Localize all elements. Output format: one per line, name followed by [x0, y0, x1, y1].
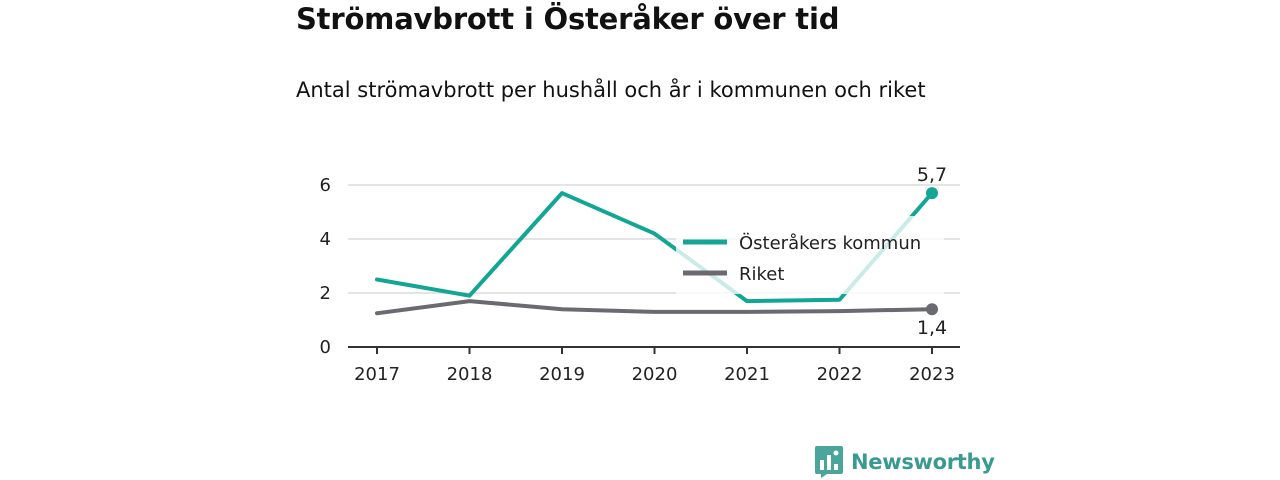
data-label: 5,7	[917, 164, 947, 186]
x-tick-label: 2022	[817, 364, 863, 385]
newsworthy-logo-icon	[815, 446, 843, 478]
x-tick-label: 2018	[447, 364, 493, 385]
data-label: 1,4	[917, 317, 947, 339]
x-tick-label: 2023	[909, 364, 955, 385]
legend-label: Riket	[739, 264, 784, 285]
legend-background	[676, 216, 944, 294]
chart-title: Strömavbrott i Österåker över tid	[296, 2, 840, 36]
y-tick-label: 0	[320, 337, 331, 358]
x-tick-label: 2019	[539, 364, 585, 385]
data-point	[926, 187, 938, 200]
legend-label: Österåkers kommun	[739, 232, 921, 254]
series-line	[375, 191, 934, 304]
y-tick-label: 4	[320, 229, 331, 250]
y-tick-label: 6	[320, 175, 331, 196]
x-tick-label: 2017	[354, 364, 400, 385]
series-line	[375, 299, 934, 316]
y-tick-label: 2	[320, 283, 331, 304]
newsworthy-logo: Newsworthy	[815, 446, 995, 478]
chart-subtitle: Antal strömavbrott per hushåll och år i …	[296, 78, 926, 102]
x-tick-label: 2020	[632, 364, 678, 385]
newsworthy-logo-text: Newsworthy	[851, 450, 995, 474]
data-point	[926, 303, 938, 316]
x-tick-label: 2021	[724, 364, 770, 385]
